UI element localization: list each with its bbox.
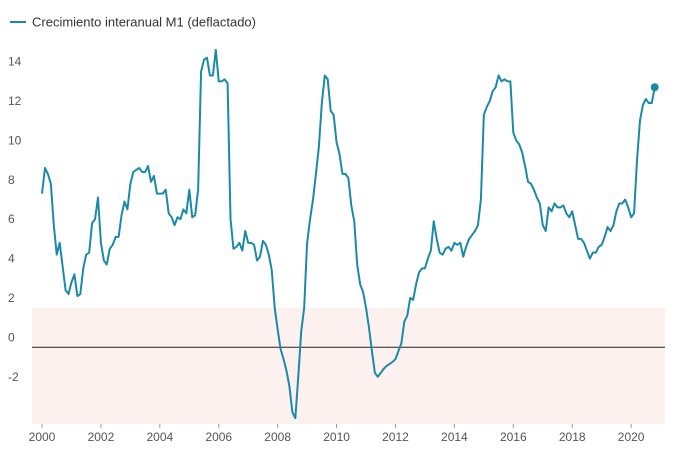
x-tick-label: 2016 — [500, 430, 527, 444]
x-tick-label: 2020 — [618, 430, 645, 444]
y-tick-label: 12 — [8, 94, 22, 108]
x-tick-label: 2006 — [205, 430, 232, 444]
highlight-band — [32, 307, 665, 424]
y-tick-label: 6 — [8, 212, 15, 226]
y-tick-label: 10 — [8, 133, 22, 147]
line — [41, 48, 656, 420]
y-tick-label: 4 — [8, 252, 15, 266]
x-tick-label: 2012 — [382, 430, 409, 444]
legend-text: Crecimiento interanual M1 (deflactado) — [32, 14, 256, 29]
y-tick-label: 14 — [8, 55, 22, 69]
end-marker — [650, 83, 659, 92]
x-tick-label: 2000 — [29, 430, 56, 444]
x-tick-label: 2010 — [323, 430, 350, 444]
x-tick-label: 2004 — [146, 430, 173, 444]
y-tick-label: 2 — [8, 291, 15, 305]
y-tick-label: 8 — [8, 173, 15, 187]
x-tick-label: 2018 — [559, 430, 586, 444]
x-tick-label: 2014 — [441, 430, 468, 444]
x-tick-label: 2002 — [88, 430, 115, 444]
y-tick-label: -2 — [8, 370, 19, 384]
y-tick-label: 0 — [8, 330, 15, 344]
x-tick-label: 2008 — [264, 430, 291, 444]
